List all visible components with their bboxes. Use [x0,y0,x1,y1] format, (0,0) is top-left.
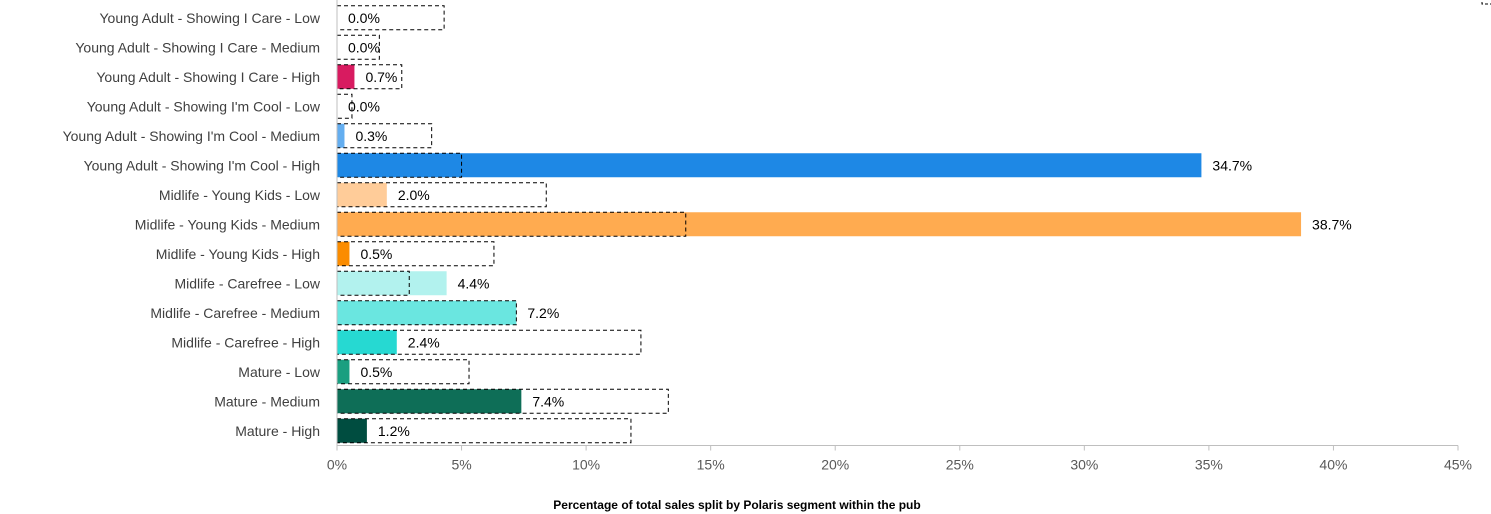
data-label: 0.0% [348,39,380,55]
data-bar [337,389,522,414]
category-label: Young Adult - Showing I'm Cool - Low [87,98,321,114]
category-label: Mature - High [235,423,320,439]
axes-layer: 0% 5% 10% 15% 20% 25% 30% 35% 40% 45% [327,0,1472,473]
x-tick-label: 35% [1195,457,1223,473]
legend-fragment [1481,0,1491,5]
data-bar [337,212,1302,237]
data-bar [337,64,355,89]
data-label: 34.7% [1212,157,1252,173]
data-label: 4.4% [458,275,490,291]
data-bar [337,123,345,148]
legend-swatch-icon [1481,0,1491,5]
x-tick-label: 0% [327,457,347,473]
benchmark-outline-bar [336,241,495,267]
x-tick-label: 20% [821,457,849,473]
data-label: 0.0% [348,98,380,114]
data-bar [337,153,1202,178]
benchmark-outline-bar [336,64,403,90]
x-tick-label: 5% [451,457,471,473]
benchmark-outline-bar [336,359,470,385]
data-bar [337,330,397,355]
data-bar [337,271,447,296]
data-label: 7.4% [532,393,564,409]
benchmark-outline-bar [336,329,642,355]
category-label: Midlife - Young Kids - Low [159,187,321,203]
category-label: Young Adult - Showing I Care - Medium [75,39,320,55]
category-label: Young Adult - Showing I'm Cool - Medium [63,128,320,144]
data-label: 0.5% [360,246,392,262]
category-label: Mature - Low [238,364,321,380]
category-label: Midlife - Carefree - Low [175,275,321,291]
category-label: Young Adult - Showing I'm Cool - High [84,157,320,173]
data-label: 1.2% [378,423,410,439]
benchmark-outline-bar [336,211,687,237]
bars-layer [337,64,1302,443]
benchmark-outline-bar [336,152,463,178]
data-label: 2.0% [398,187,430,203]
category-label: Midlife - Carefree - Medium [150,305,320,321]
data-bar [337,241,350,266]
category-label: Midlife - Carefree - High [171,334,320,350]
data-bar [337,359,350,384]
data-bar [337,418,367,443]
category-label: Mature - Medium [214,393,320,409]
data-label: 0.0% [348,10,380,26]
benchmark-outline-bar [336,270,410,296]
benchmark-outline-bar [336,182,547,208]
category-label: Young Adult - Showing I Care - Low [99,10,320,26]
category-label: Midlife - Young Kids - High [156,246,320,262]
x-tick-label: 30% [1070,457,1098,473]
data-label: 0.3% [355,128,387,144]
data-label: 0.5% [360,364,392,380]
data-bar [337,182,387,207]
x-tick-label: 45% [1444,457,1472,473]
x-tick-label: 10% [572,457,600,473]
benchmark-outline-bar [336,5,445,31]
data-label: 2.4% [408,334,440,350]
data-label: 7.2% [527,305,559,321]
x-tick-label: 25% [946,457,974,473]
x-axis-title: Percentage of total sales split by Polar… [553,498,920,512]
benchmark-outline-bar [336,388,669,414]
x-tick-label: 15% [697,457,725,473]
data-label: 0.7% [365,69,397,85]
data-label: 38.7% [1312,216,1352,232]
data-bar [337,300,517,325]
labels-layer: Young Adult - Showing I Care - Low 0.0% Yo… [63,10,1352,439]
category-label: Midlife - Young Kids - Medium [135,216,320,232]
category-label: Young Adult - Showing I Care - High [96,69,320,85]
x-tick-label: 40% [1319,457,1347,473]
